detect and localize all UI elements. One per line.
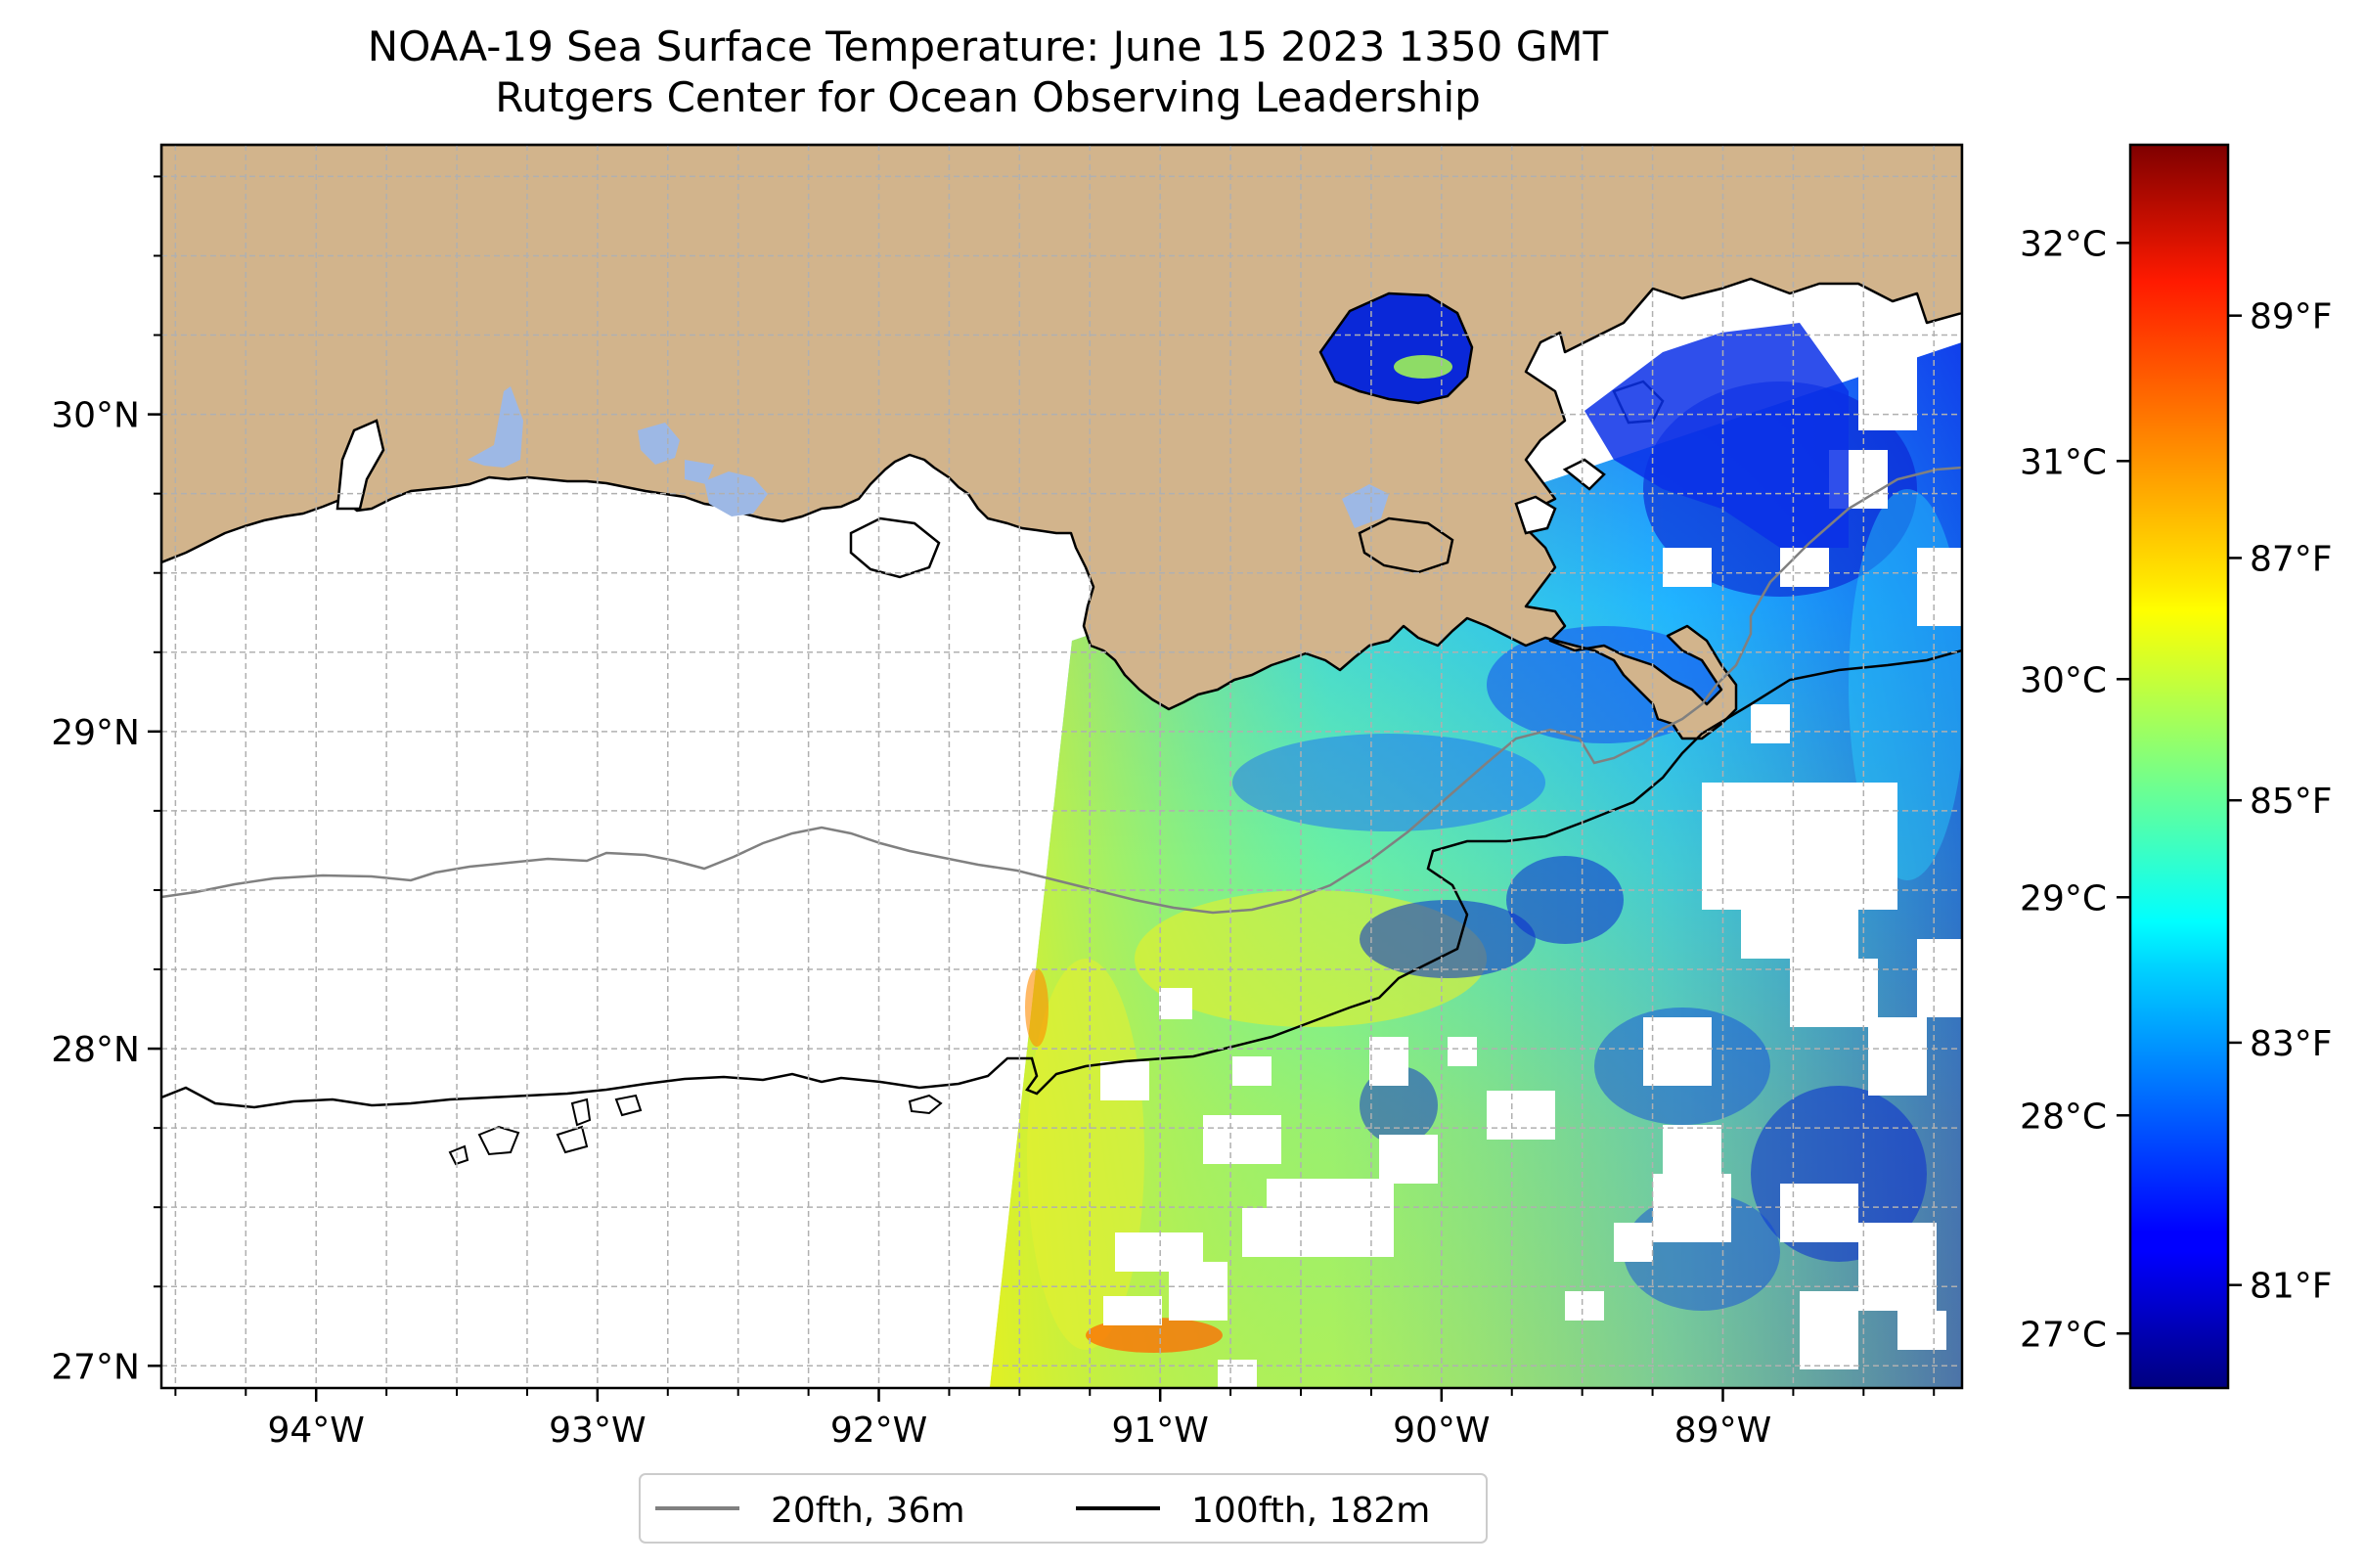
map-gridlines xyxy=(161,145,1962,1388)
celsius-tick-label: 27°C xyxy=(2020,1315,2107,1355)
bank-outlines xyxy=(448,1094,943,1166)
fahrenheit-tick-label: 85°F xyxy=(2250,782,2333,822)
celsius-tick-label: 32°C xyxy=(2020,224,2107,264)
fahrenheit-tick-label: 89°F xyxy=(2250,297,2333,337)
fahrenheit-tick-label: 87°F xyxy=(2250,539,2333,579)
map-area xyxy=(161,145,1962,1388)
celsius-tick-label: 30°C xyxy=(2020,660,2107,700)
celsius-tick-label: 31°C xyxy=(2020,442,2107,482)
legend-label-100fth: 100fth, 182m xyxy=(1191,1491,1430,1531)
inland-lakes xyxy=(468,386,1389,528)
colorbar xyxy=(2128,143,2230,1390)
fahrenheit-tick-label: 81°F xyxy=(2250,1267,2333,1307)
chart-subtitle: Rutgers Center for Ocean Observing Leade… xyxy=(495,73,1481,121)
chart-title: NOAA-19 Sea Surface Temperature: June 15… xyxy=(367,22,1609,70)
lat-tick-label: 27°N xyxy=(51,1347,140,1387)
colorbar-ticks: 27°C 28°C 29°C 30°C 31°C 32°C 81°F 83°F 85°F 87°F… xyxy=(2020,224,2332,1355)
map-frame xyxy=(159,143,1964,1390)
celsius-tick-label: 29°C xyxy=(2020,878,2107,918)
contour-100fth xyxy=(161,649,1962,1109)
map-axis-ticks: 94°W 93°W 92°W 91°W 90°W 89°W 27°N 28°N 29°N 30°N xyxy=(51,175,1936,1451)
lat-tick-label: 30°N xyxy=(51,396,140,436)
contour-legend: 20fth, 36m 100fth, 182m xyxy=(639,1473,1488,1544)
lon-tick-label: 92°W xyxy=(830,1411,927,1451)
lon-tick-label: 89°W xyxy=(1674,1411,1771,1451)
breton-sound-data xyxy=(1584,323,1849,548)
chart-title-block: NOAA-19 Sea Surface Temperature: June 15… xyxy=(147,22,1829,123)
lon-tick-label: 90°W xyxy=(1393,1411,1490,1451)
fahrenheit-tick-label: 83°F xyxy=(2250,1024,2333,1064)
legend-frame xyxy=(639,1473,1488,1544)
lat-tick-label: 28°N xyxy=(51,1030,140,1070)
legend-label-20fth: 20fth, 36m xyxy=(771,1491,965,1531)
lat-tick-label: 29°N xyxy=(51,713,140,753)
lon-tick-label: 93°W xyxy=(549,1411,646,1451)
contour-20fth xyxy=(161,466,1962,915)
lon-tick-label: 94°W xyxy=(268,1411,365,1451)
lon-tick-label: 91°W xyxy=(1111,1411,1208,1451)
celsius-tick-label: 28°C xyxy=(2020,1097,2107,1137)
